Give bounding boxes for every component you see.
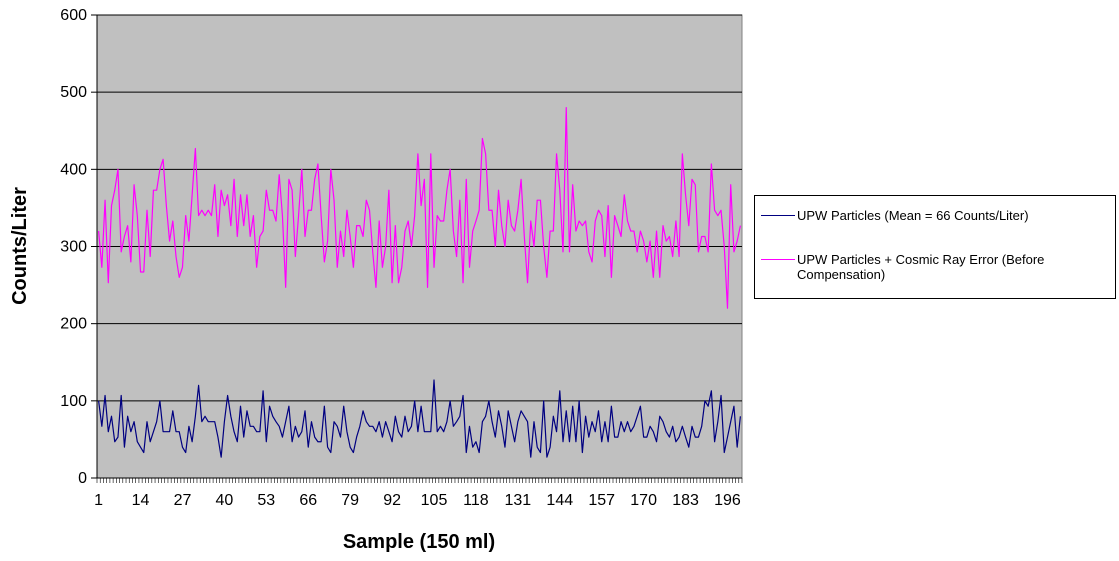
x-tick-label: 157 <box>588 492 615 509</box>
x-axis-title: Sample (150 ml) <box>343 531 495 553</box>
series-line-cosmic-ray-error <box>98 106 741 309</box>
legend: UPW Particles (Mean = 66 Counts/Liter) U… <box>754 195 1116 299</box>
y-tick-label: 0 <box>78 470 87 487</box>
gridlines <box>97 14 742 402</box>
y-tick-labels: 0 100 200 300 400 500 600 <box>60 7 87 487</box>
x-tick-label: 118 <box>463 492 489 509</box>
y-tick-label: 300 <box>60 239 87 256</box>
legend-entry-upw-particles: UPW Particles (Mean = 66 Counts/Liter) <box>755 208 1115 223</box>
x-tick-label: 170 <box>630 492 657 509</box>
legend-label-upw-particles: UPW Particles (Mean = 66 Counts/Liter) <box>797 208 1029 223</box>
series-line-upw-particles <box>98 379 741 458</box>
x-tick-label: 79 <box>341 492 359 509</box>
x-tick-label: 183 <box>672 492 699 509</box>
x-tick-label: 144 <box>546 492 573 509</box>
x-tick-label: 53 <box>257 492 275 509</box>
x-tick-labels: 1 14 27 40 53 66 79 92 105 118 131 144 157 170 183 196 <box>94 492 741 509</box>
x-tick-label: 131 <box>505 492 532 509</box>
axes <box>91 14 743 483</box>
series-layer <box>98 106 741 458</box>
x-tick-label: 1 <box>94 492 103 509</box>
x-tick-label: 27 <box>174 492 192 509</box>
x-tick-label: 66 <box>299 492 317 509</box>
legend-entry-cosmic-ray-error: UPW Particles + Cosmic Ray Error (Before… <box>755 252 1115 284</box>
x-tick-label: 196 <box>714 492 741 509</box>
x-tick-label: 40 <box>215 492 233 509</box>
y-axis-title: Counts/Liter <box>9 187 31 305</box>
x-tick-label: 92 <box>383 492 401 509</box>
y-tick-label: 100 <box>60 393 87 410</box>
y-tick-label: 400 <box>60 161 87 178</box>
x-tick-label: 105 <box>421 492 448 509</box>
x-tick-label: 14 <box>132 492 150 509</box>
legend-label-cosmic-ray-error: UPW Particles + Cosmic Ray Error (Before… <box>797 252 1045 282</box>
y-tick-label: 200 <box>60 316 87 333</box>
y-tick-label: 500 <box>60 84 87 101</box>
legend-swatch-cosmic-ray-error <box>761 259 795 260</box>
y-tick-label: 600 <box>60 7 87 24</box>
legend-swatch-upw-particles <box>761 215 795 216</box>
